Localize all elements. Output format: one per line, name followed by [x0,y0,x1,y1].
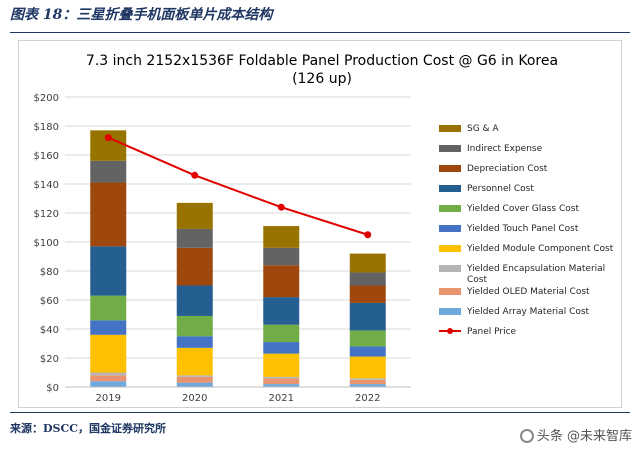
y-tick-label: $0 [46,383,59,394]
bar-segment [263,265,300,298]
legend-label: SG & A [467,124,499,134]
chart-svg: 7.3 inch 2152x1536F Foldable Panel Produ… [34,53,614,404]
bottom-rule [10,412,630,413]
legend-label-cont: Cost [467,275,487,285]
legend-label: Depreciation Cost [467,164,548,174]
legend-label: Yielded Cover Glass Cost [466,204,579,214]
bar-segment [90,295,127,321]
bar-segment [349,356,386,379]
bar-segment [263,226,300,248]
bar-segment [90,160,127,183]
bar-segment [263,376,300,379]
bar-segment [176,375,213,377]
bar-segment [176,202,213,229]
panel-price-point [364,231,372,239]
x-tick-label: 2020 [182,393,207,404]
legend-swatch [439,265,461,272]
legend-swatch [439,225,461,232]
y-tick-label: $200 [34,93,59,104]
legend-label: Panel Price [467,327,517,337]
bar-segment [176,382,213,387]
bar-segment [263,324,300,343]
bar-segment [263,384,300,387]
bar-segment [176,336,213,348]
legend-label: Personnel Cost [467,184,534,194]
bar-segment [90,372,127,376]
x-tick-label: 2019 [96,393,121,404]
watermark: 头条 @未来智库 [517,425,632,444]
bar-segment [90,320,127,335]
y-tick-label: $100 [34,238,59,249]
bar-segment [176,247,213,286]
bar-segment [90,246,127,296]
legend-swatch [439,288,461,295]
y-tick-label: $120 [34,209,59,220]
chart-title-line2: (126 up) [292,71,352,87]
legend-label: Yielded Module Component Cost [466,244,614,254]
panel-price-point [104,134,112,142]
x-tick-label: 2022 [355,393,380,404]
x-tick-label: 2021 [269,393,294,404]
chart-panel: 7.3 inch 2152x1536F Foldable Panel Produ… [18,40,622,408]
legend-swatch [439,125,461,132]
panel-price-point [191,171,199,179]
y-tick-label: $160 [34,151,59,162]
bar-segment [349,302,386,331]
legend-label: Yielded Touch Panel Cost [466,224,579,234]
bar-segment [349,346,386,357]
watermark-icon [519,429,534,443]
bar-segment [349,378,386,380]
panel-price-point [277,203,285,211]
legend-label: Yielded Encapsulation Material [466,264,605,274]
figure-title: 图表 18：三星折叠手机面板单片成本结构 [10,7,273,23]
bar-segment [90,375,127,382]
bar-segment [176,347,213,376]
bar-segment [263,297,300,325]
legend-label: Indirect Expense [467,144,543,154]
bar-segment [263,378,300,385]
legend-swatch [439,308,461,315]
bar-segment [90,381,127,387]
bar-segment [349,253,386,273]
top-rule [10,32,630,33]
y-tick-label: $80 [40,267,59,278]
bar-segment [176,315,213,337]
legend-swatch [439,165,461,172]
legend-label: Yielded OLED Material Cost [466,287,590,297]
bar-segment [176,376,213,383]
bar-segment [176,285,213,316]
watermark-text: 头条 @未来智库 [536,429,632,444]
legend-label: Yielded Array Material Cost [466,307,590,317]
y-tick-label: $180 [34,122,59,133]
bar-segment [263,342,300,354]
bar-segment [349,379,386,385]
bar-segment [349,384,386,387]
y-tick-label: $60 [40,296,59,307]
legend-swatch [439,205,461,212]
legend-swatch [439,145,461,152]
source-note: 来源：DSCC，国金证券研究所 [10,422,166,435]
panel-price-line [107,136,369,236]
bar-segment [176,228,213,248]
y-tick-label: $140 [34,180,59,191]
chart-title-line1: 7.3 inch 2152x1536F Foldable Panel Produ… [86,53,558,69]
legend-swatch [439,245,461,252]
y-tick-label: $40 [40,325,59,336]
bar-segment [349,330,386,347]
bar-segment [349,272,386,286]
bar-segment [263,353,300,377]
bar-segment [349,285,386,303]
y-tick-label: $20 [40,354,59,365]
bar-segment [263,247,300,266]
bar-segment [90,334,127,373]
legend-swatch [439,185,461,192]
legend-line-marker [447,328,453,334]
bar-segment [90,182,127,247]
